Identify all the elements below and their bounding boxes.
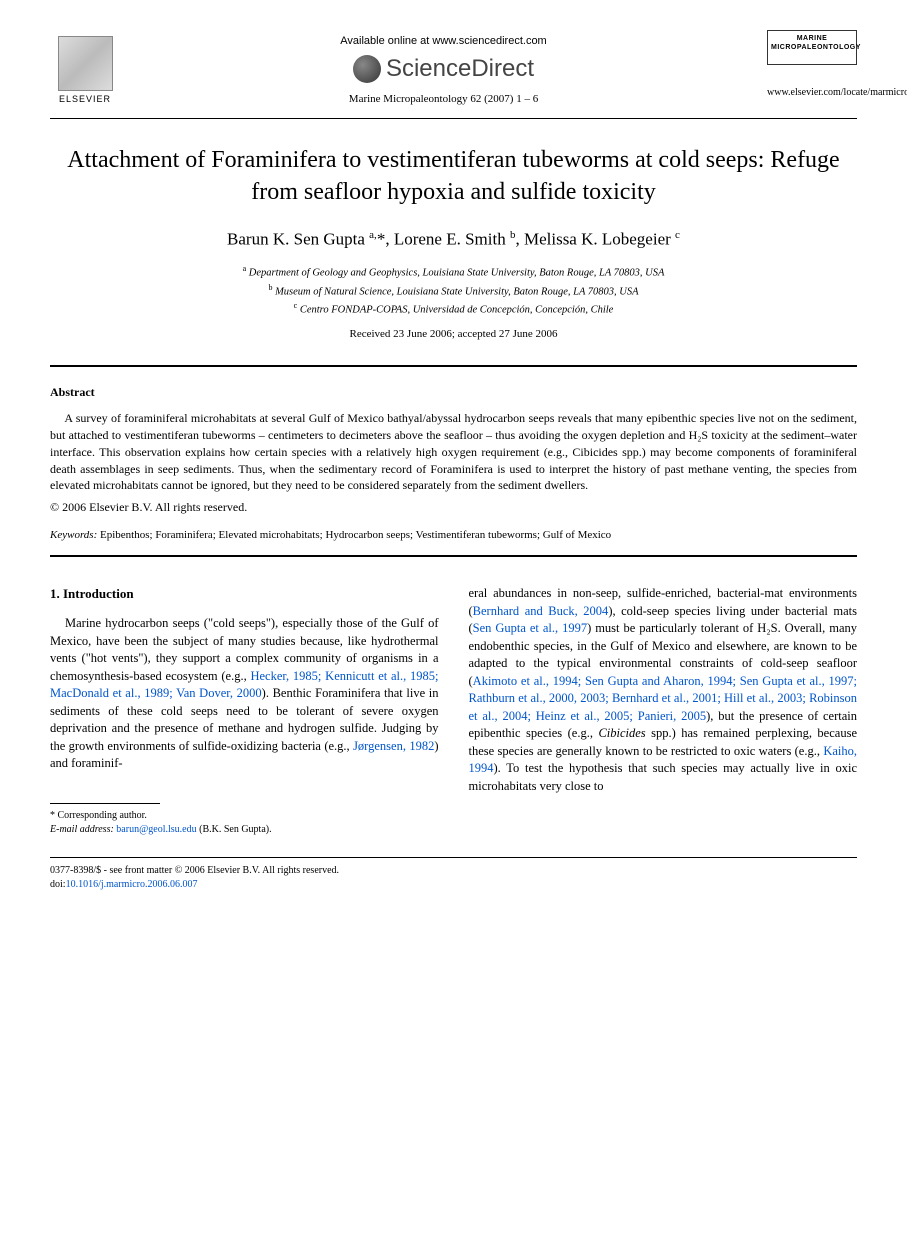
elsevier-logo: ELSEVIER [50, 30, 120, 110]
keywords-block: Keywords: Epibenthos; Foraminifera; Elev… [50, 529, 857, 541]
footnote-block: * Corresponding author. E-mail address: … [50, 809, 439, 837]
corresponding-email[interactable]: barun@geol.lsu.edu [116, 824, 196, 835]
keywords-text: Epibenthos; Foraminifera; Elevated micro… [97, 529, 611, 541]
doi-line: doi:10.1016/j.marmicro.2006.06.007 [50, 878, 857, 892]
article-title: Attachment of Foraminifera to vestimenti… [50, 144, 857, 209]
elsevier-label: ELSEVIER [59, 94, 111, 104]
doi-link[interactable]: 10.1016/j.marmicro.2006.06.007 [66, 879, 198, 890]
sciencedirect-brand: ScienceDirect [120, 55, 767, 83]
species-cibicides: Cibicides [598, 726, 645, 740]
page-header: ELSEVIER Available online at www.science… [50, 30, 857, 110]
intro-paragraph-right: eral abundances in non-seep, sulfide-enr… [469, 585, 858, 795]
email-attribution: (B.K. Sen Gupta). [199, 824, 272, 835]
header-divider [50, 118, 857, 119]
abstract-text: A survey of foraminiferal microhabitats … [50, 410, 857, 494]
abstract-heading: Abstract [50, 385, 857, 400]
footer-rule [50, 857, 857, 858]
sciencedirect-icon [353, 55, 381, 83]
journal-cover-block: MARINE MICROPALEONTOLOGY www.elsevier.co… [767, 30, 857, 98]
available-online-text: Available online at www.sciencedirect.co… [120, 35, 767, 47]
keywords-label: Keywords: [50, 529, 97, 541]
citation-jorgensen[interactable]: Jørgensen, 1982 [353, 739, 434, 753]
affiliations-block: a Department of Geology and Geophysics, … [50, 263, 857, 318]
center-header: Available online at www.sciencedirect.co… [120, 30, 767, 105]
abstract-top-rule [50, 365, 857, 367]
abstract-copyright: © 2006 Elsevier B.V. All rights reserved… [50, 500, 857, 515]
citation-sengupta-1997[interactable]: Sen Gupta et al., 1997 [473, 621, 587, 635]
journal-citation: Marine Micropaleontology 62 (2007) 1 – 6 [120, 93, 767, 105]
locate-url: www.elsevier.com/locate/marmicro [767, 87, 857, 98]
section-1-heading: 1. Introduction [50, 585, 439, 603]
abstract-bottom-rule [50, 555, 857, 557]
authors-line: Barun K. Sen Gupta a,*, Lorene E. Smith … [50, 229, 857, 250]
affiliation-a: a Department of Geology and Geophysics, … [50, 263, 857, 281]
footer-block: 0377-8398/$ - see front matter © 2006 El… [50, 864, 857, 892]
citation-bernhard-buck[interactable]: Bernhard and Buck, 2004 [473, 604, 609, 618]
affiliation-b: b Museum of Natural Science, Louisiana S… [50, 282, 857, 300]
body-columns: 1. Introduction Marine hydrocarbon seeps… [50, 585, 857, 837]
right-column: eral abundances in non-seep, sulfide-enr… [469, 585, 858, 837]
email-line: E-mail address: barun@geol.lsu.edu (B.K.… [50, 823, 439, 837]
corresponding-author-note: * Corresponding author. [50, 809, 439, 823]
article-dates: Received 23 June 2006; accepted 27 June … [50, 328, 857, 340]
affiliation-c: c Centro FONDAP-COPAS, Universidad de Co… [50, 300, 857, 318]
left-column: 1. Introduction Marine hydrocarbon seeps… [50, 585, 439, 837]
email-label: E-mail address: [50, 824, 114, 835]
intro-paragraph-left: Marine hydrocarbon seeps ("cold seeps"),… [50, 615, 439, 773]
sciencedirect-text: ScienceDirect [386, 55, 534, 83]
elsevier-tree-icon [58, 36, 113, 91]
journal-cover-title: MARINE MICROPALEONTOLOGY [767, 30, 857, 65]
footnote-separator [50, 803, 160, 804]
front-matter-line: 0377-8398/$ - see front matter © 2006 El… [50, 864, 857, 878]
